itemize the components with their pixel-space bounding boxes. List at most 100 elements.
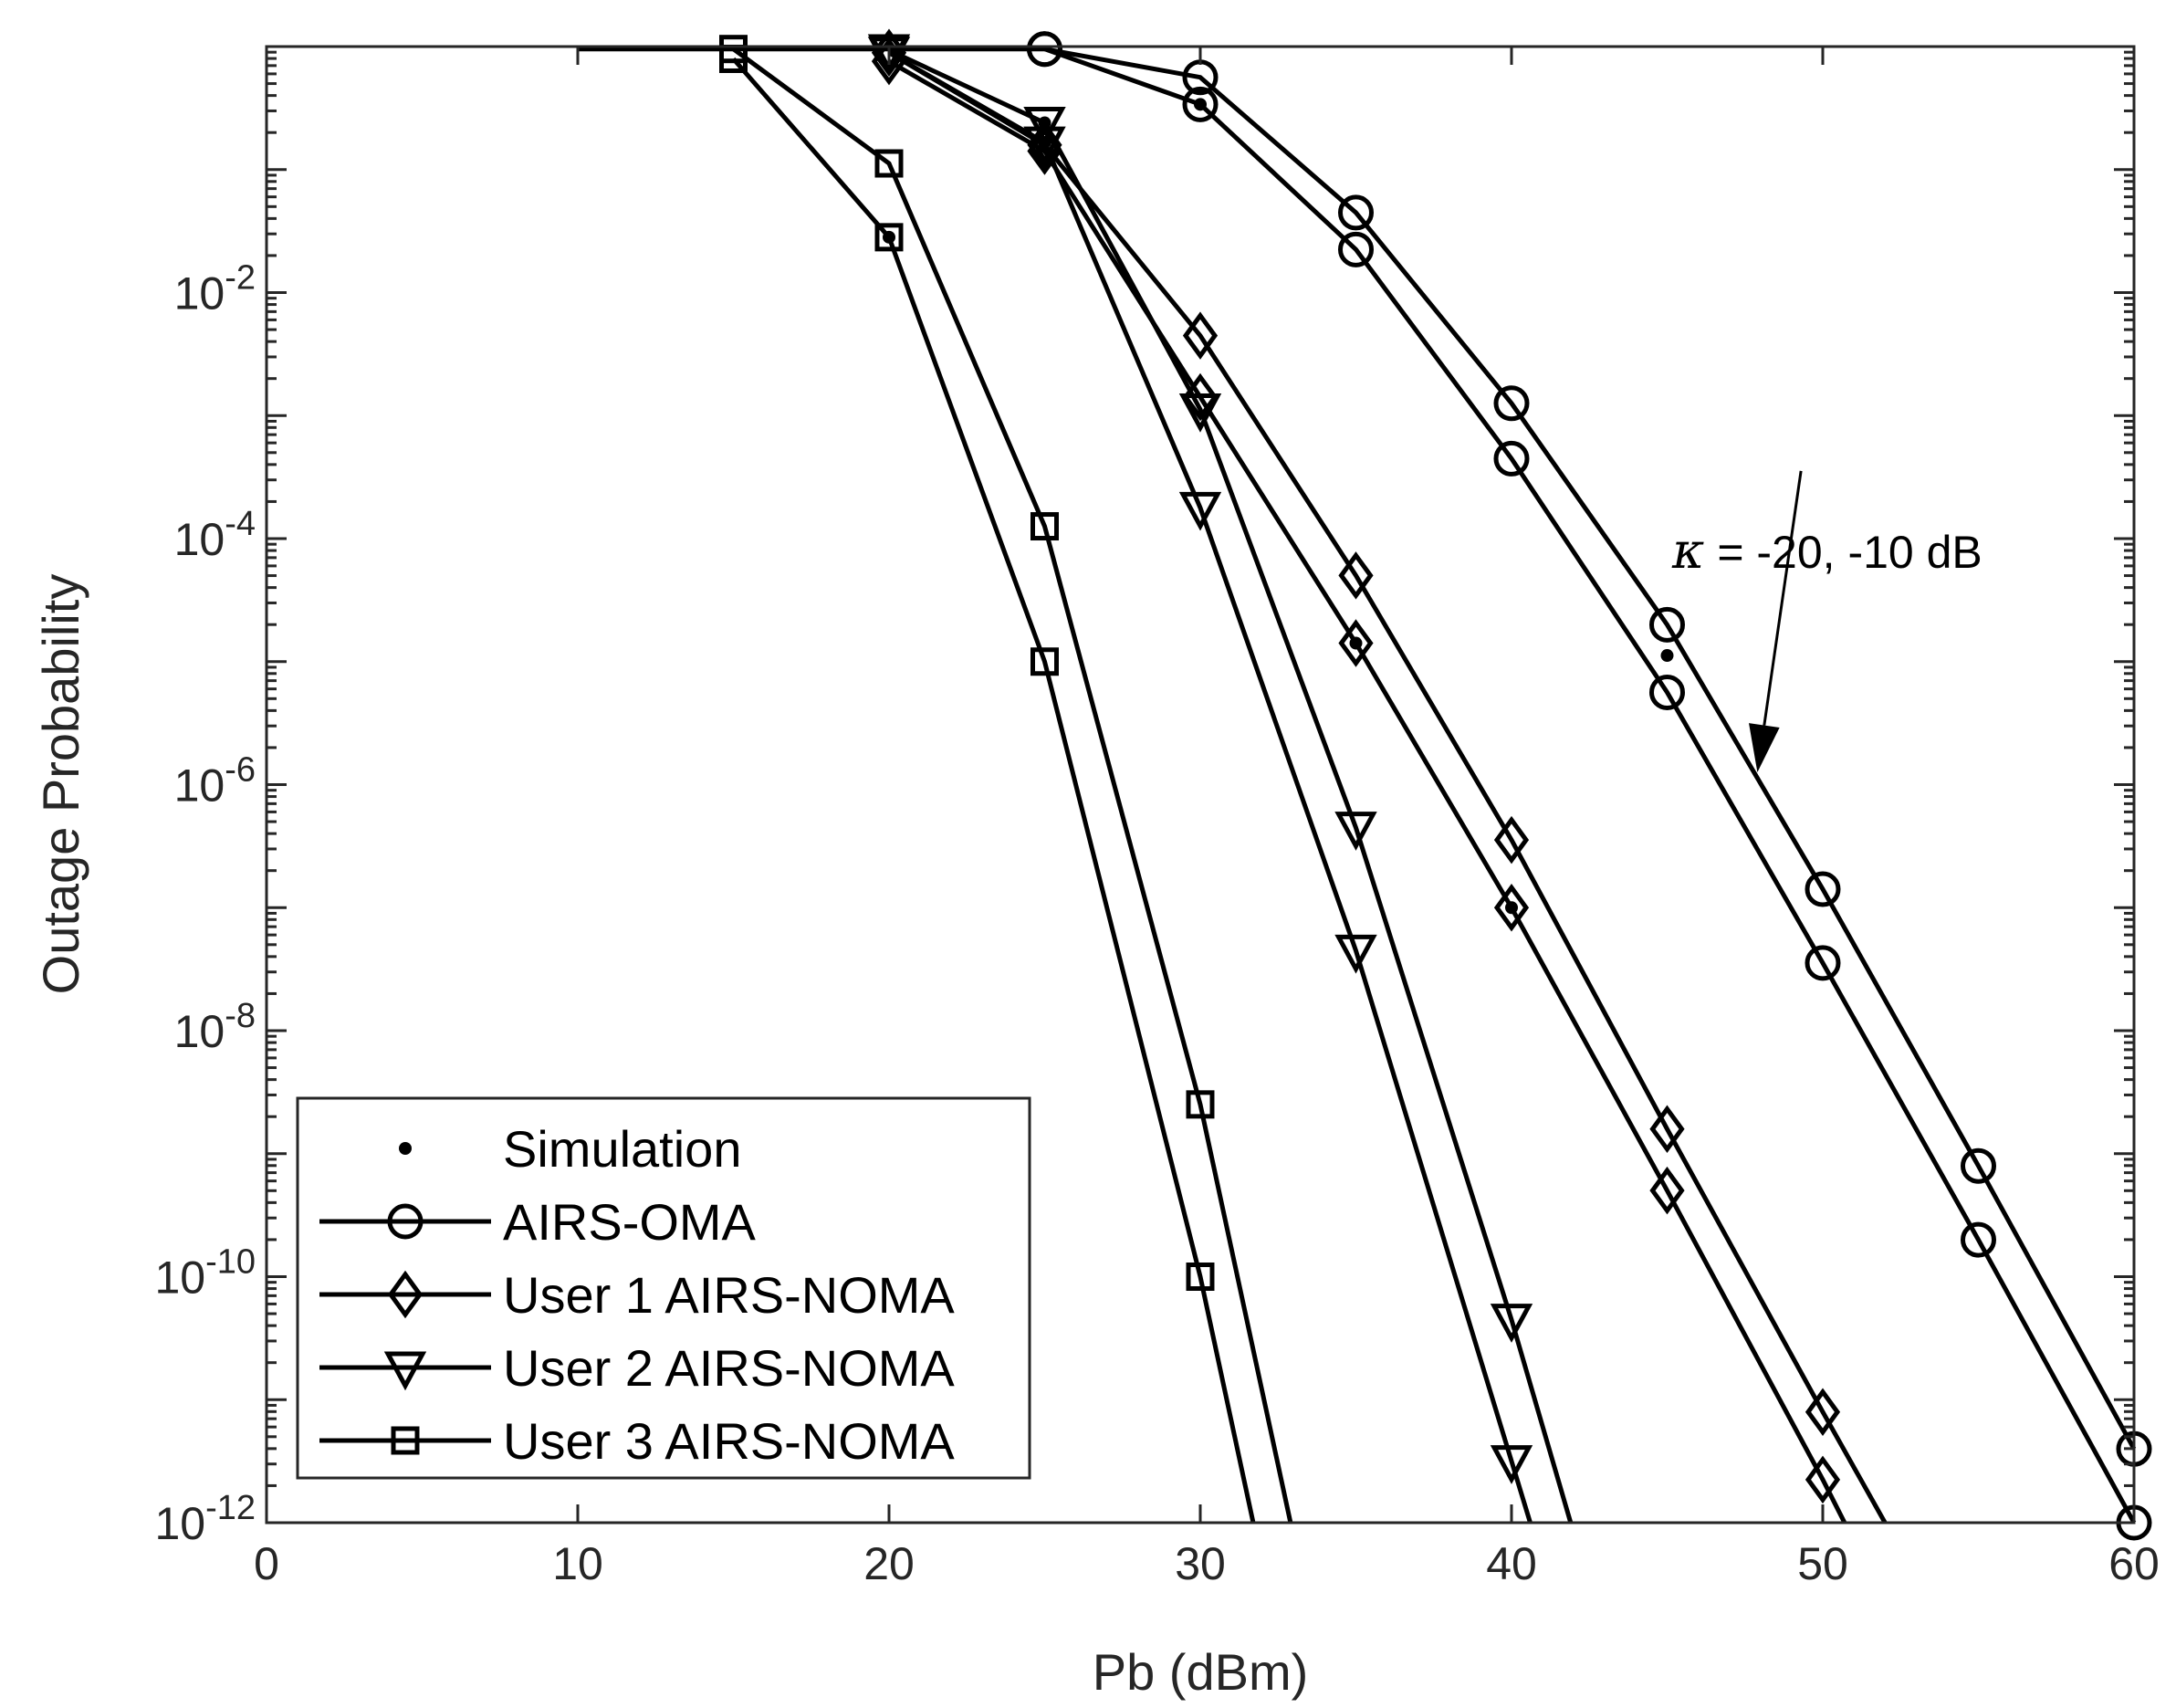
simulation-point bbox=[1349, 636, 1363, 650]
simulation-point bbox=[1660, 649, 1674, 663]
data-point-circle bbox=[1805, 945, 1841, 981]
legend-entry-circle: AIRS-OMA bbox=[319, 1193, 757, 1251]
data-point-circle bbox=[1338, 194, 1374, 231]
y-tick-label: 10-8 bbox=[174, 997, 256, 1057]
data-point-circle bbox=[1961, 1147, 1996, 1184]
data-point-diamond bbox=[1649, 1166, 1685, 1215]
simulation-point bbox=[883, 230, 895, 244]
data-point-circle bbox=[1961, 1221, 1996, 1258]
series-line bbox=[578, 47, 2137, 1525]
legend-entry-dot: Simulation bbox=[399, 1120, 741, 1178]
legend-marker-diamond bbox=[387, 1270, 424, 1319]
annotation-kappa-symbol: κ bbox=[1671, 522, 1704, 580]
x-tick-label: 40 bbox=[1486, 1538, 1537, 1589]
data-point-triangle-down bbox=[1490, 1445, 1533, 1484]
data-point-circle bbox=[1493, 385, 1530, 422]
data-point-triangle-down bbox=[1334, 812, 1377, 851]
data-point-triangle-down bbox=[1178, 491, 1222, 531]
series-line bbox=[887, 47, 1574, 1524]
series-line bbox=[731, 57, 1256, 1524]
annotation-arrow-head bbox=[1749, 723, 1780, 773]
legend-marker-square bbox=[391, 1426, 420, 1455]
y-tick-base: 10 bbox=[154, 1252, 205, 1304]
data-point-triangle-down bbox=[1490, 1304, 1533, 1343]
y-tick-base: 10 bbox=[174, 1006, 225, 1057]
legend-label: User 3 AIRS-NOMA bbox=[503, 1412, 955, 1470]
annotation-arrow-line bbox=[1763, 470, 1803, 726]
data-point-square bbox=[874, 149, 904, 178]
data-point-circle bbox=[1182, 86, 1219, 122]
data-point-triangle-down bbox=[1178, 393, 1222, 433]
data-point-diamond bbox=[1805, 1455, 1841, 1504]
y-tick-exponent: -2 bbox=[225, 259, 256, 298]
legend-label: User 2 AIRS-NOMA bbox=[503, 1339, 955, 1397]
data-point-square bbox=[1186, 1090, 1215, 1119]
series-line bbox=[887, 50, 1888, 1525]
y-tick-exponent: -10 bbox=[205, 1243, 256, 1282]
data-point-square bbox=[874, 223, 904, 252]
legend-entry-square: User 3 AIRS-NOMA bbox=[319, 1412, 955, 1470]
y-tick-exponent: -12 bbox=[205, 1489, 256, 1527]
data-point-triangle-down bbox=[867, 37, 911, 76]
data-point-square bbox=[1030, 647, 1059, 676]
legend: Simulation AIRS-OMA User 1 AIRS-NOMA User 2… bbox=[296, 1096, 1031, 1480]
simulation-point bbox=[1194, 98, 1207, 111]
x-tick-label: 50 bbox=[1797, 1538, 1848, 1589]
data-point-triangle-down bbox=[1334, 934, 1377, 974]
legend-label: User 1 AIRS-NOMA bbox=[503, 1266, 955, 1324]
data-point-diamond bbox=[1338, 619, 1374, 667]
data-point-circle bbox=[1493, 440, 1530, 477]
legend-marker-circle bbox=[387, 1203, 424, 1240]
data-point-square bbox=[1030, 512, 1059, 541]
legend-entry-triangle-down: User 2 AIRS-NOMA bbox=[319, 1339, 955, 1397]
y-tick-exponent: -8 bbox=[225, 997, 256, 1035]
data-point-diamond bbox=[1805, 1388, 1841, 1436]
data-point-diamond bbox=[1493, 815, 1530, 864]
legend-marker-triangle-down bbox=[383, 1351, 427, 1391]
x-tick-label: 30 bbox=[1175, 1538, 1226, 1589]
data-point-diamond bbox=[1182, 311, 1219, 360]
legend-entry-diamond: User 1 AIRS-NOMA bbox=[319, 1266, 955, 1324]
data-point-diamond bbox=[1493, 883, 1530, 932]
data-point-diamond bbox=[1649, 1105, 1685, 1154]
data-point-circle bbox=[1649, 606, 1685, 643]
legend-label: AIRS-OMA bbox=[503, 1193, 757, 1251]
legend-entries: Simulation AIRS-OMA User 1 AIRS-NOMA User 2… bbox=[319, 1120, 955, 1470]
data-point-circle bbox=[1649, 674, 1685, 710]
y-tick-base: 10 bbox=[174, 514, 225, 565]
kappa-annotation: κ = -20, -10 dB bbox=[1671, 470, 1982, 773]
data-point-circle bbox=[1338, 231, 1374, 267]
data-point-circle bbox=[1805, 871, 1841, 907]
data-point-square bbox=[1186, 1263, 1215, 1291]
legend-box bbox=[296, 1096, 1031, 1480]
y-axis-label: Outage Probability bbox=[32, 574, 89, 995]
data-point-triangle-down bbox=[1023, 107, 1066, 146]
y-tick-exponent: -6 bbox=[225, 751, 256, 790]
legend-marker-dot bbox=[399, 1142, 412, 1155]
data-point-diamond bbox=[1338, 551, 1374, 600]
x-tick-label: 60 bbox=[2108, 1538, 2160, 1589]
legend-label: Simulation bbox=[503, 1120, 741, 1178]
annotation-value: = -20, -10 dB bbox=[1704, 527, 1982, 578]
data-point-circle bbox=[1027, 31, 1062, 68]
simulation-point bbox=[1038, 136, 1051, 150]
y-tick-label: 10-6 bbox=[174, 751, 256, 812]
y-tick-label: 10-10 bbox=[154, 1243, 256, 1304]
x-tick-label: 10 bbox=[552, 1538, 603, 1589]
simulation-point bbox=[1505, 901, 1518, 915]
x-tick-label: 0 bbox=[254, 1538, 279, 1589]
simulation-layer bbox=[883, 98, 1674, 915]
ticks-layer bbox=[265, 45, 2136, 1525]
x-tick-label: 20 bbox=[863, 1538, 915, 1589]
x-tick-labels: 0 10 20 30 40 50 60 bbox=[254, 1538, 2160, 1589]
series-layer bbox=[578, 28, 2152, 1541]
y-tick-base: 10 bbox=[154, 1498, 205, 1549]
y-tick-base: 10 bbox=[174, 268, 225, 320]
y-tick-exponent: -4 bbox=[225, 505, 256, 543]
series-line bbox=[887, 59, 1847, 1525]
series-line bbox=[1044, 47, 2137, 1451]
series-line bbox=[732, 47, 1293, 1524]
simulation-point bbox=[1038, 116, 1051, 130]
